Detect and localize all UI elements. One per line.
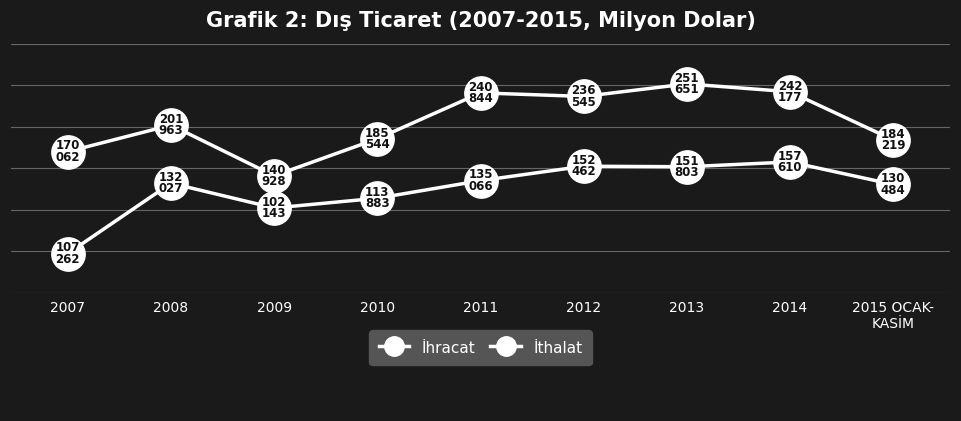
Text: 151
803: 151 803	[675, 155, 699, 179]
Text: 152
462: 152 462	[572, 154, 596, 179]
Text: 236
545: 236 545	[571, 84, 596, 109]
Legend: İhracat, İthalat: İhracat, İthalat	[369, 330, 592, 365]
İhracat	[268, 205, 280, 210]
Text: 135
066: 135 066	[468, 168, 493, 193]
İthalat	[62, 149, 74, 154]
Text: 132
027: 132 027	[159, 171, 184, 195]
İthalat	[578, 94, 589, 99]
Text: 107
262: 107 262	[56, 241, 80, 266]
Text: 113
883: 113 883	[365, 186, 389, 210]
Text: 130
484: 130 484	[881, 172, 905, 197]
Text: 240
844: 240 844	[468, 80, 493, 105]
Text: 184
219: 184 219	[881, 128, 905, 152]
İhracat	[887, 182, 899, 187]
Text: 157
610: 157 610	[777, 150, 802, 174]
Text: 102
143: 102 143	[262, 196, 286, 220]
İthalat	[165, 123, 177, 128]
İthalat	[475, 91, 486, 96]
İhracat	[475, 178, 486, 183]
İhracat	[784, 160, 796, 165]
Title: Grafik 2: Dış Ticaret (2007-2015, Milyon Dolar): Grafik 2: Dış Ticaret (2007-2015, Milyon…	[206, 11, 755, 31]
İhracat	[578, 164, 589, 169]
İthalat	[372, 136, 383, 141]
İthalat	[887, 137, 899, 142]
Line: İthalat: İthalat	[51, 67, 910, 192]
İthalat	[784, 89, 796, 94]
Text: 242
177: 242 177	[777, 80, 802, 104]
Text: 201
963: 201 963	[159, 113, 184, 137]
Text: 140
928: 140 928	[261, 163, 286, 188]
Text: 185
544: 185 544	[365, 127, 390, 151]
Text: 251
651: 251 651	[675, 72, 700, 96]
Text: 170
062: 170 062	[56, 139, 80, 164]
İhracat	[372, 196, 383, 201]
İthalat	[681, 81, 693, 86]
Line: İhracat: İhracat	[51, 145, 910, 270]
İhracat	[681, 164, 693, 169]
İhracat	[165, 181, 177, 186]
İhracat	[62, 251, 74, 256]
İthalat	[268, 173, 280, 179]
